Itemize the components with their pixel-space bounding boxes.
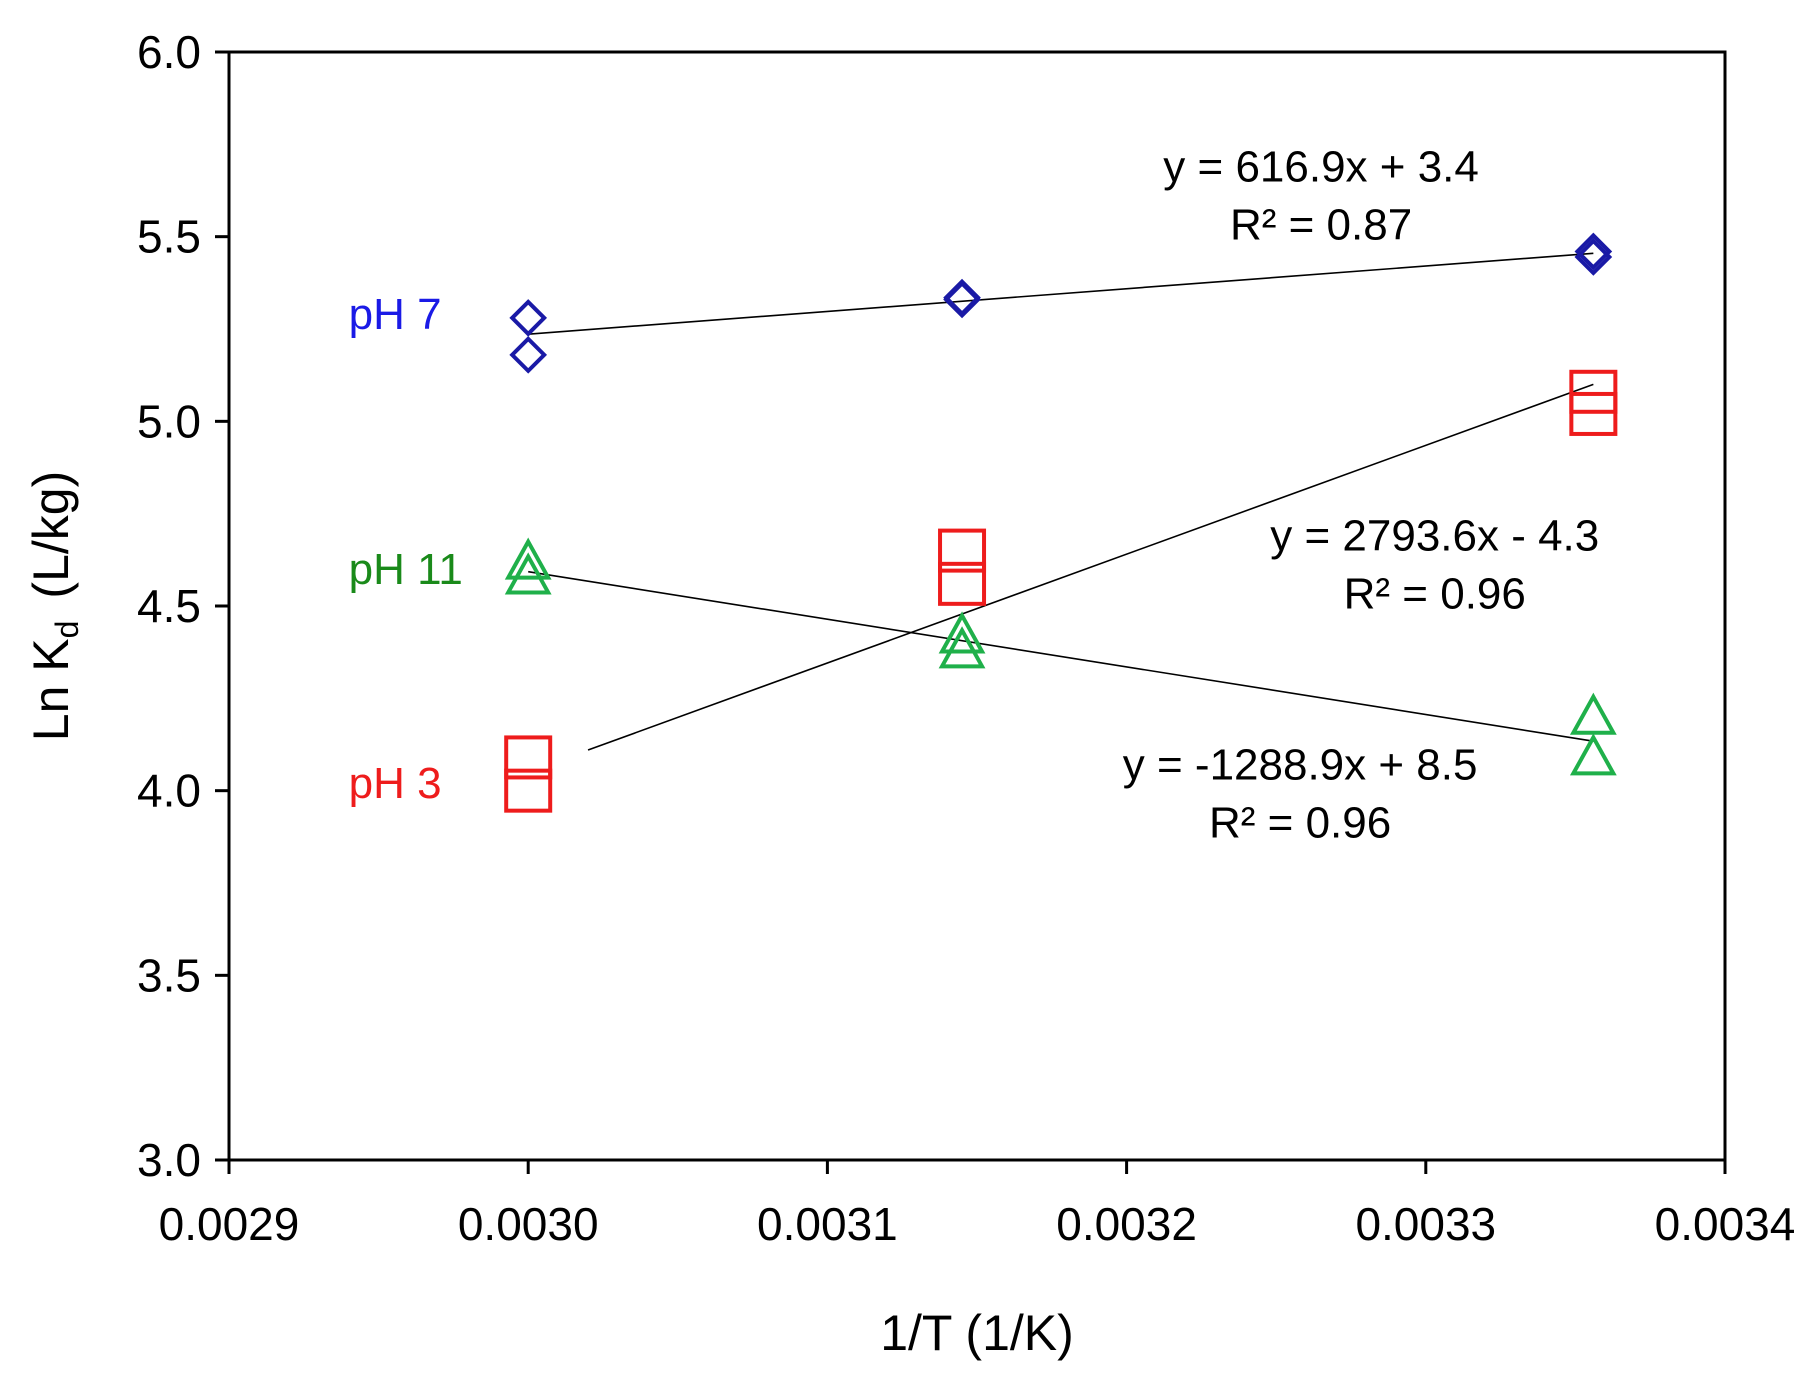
x-tick-label: 0.0029 bbox=[159, 1198, 300, 1250]
equation-ph-3: y = 2793.6x - 4.3 bbox=[1270, 512, 1599, 561]
x-tick-label: 0.0034 bbox=[1655, 1198, 1796, 1250]
trendlines bbox=[528, 252, 1594, 751]
y-tick-label: 5.0 bbox=[137, 395, 201, 447]
data-point-ph-11 bbox=[938, 611, 986, 654]
y-axis: 3.0 3.5 4.0 4.5 5.0 5.5 6.0 bbox=[137, 26, 229, 1186]
x-tick-label: 0.0033 bbox=[1355, 1198, 1496, 1250]
series-label-ph-3: pH 3 bbox=[349, 759, 442, 808]
trendline-ph-11 bbox=[528, 570, 1594, 742]
y-tick-label: 4.5 bbox=[137, 580, 201, 632]
data-point-ph-7 bbox=[509, 299, 548, 337]
data-point-ph-3 bbox=[938, 528, 987, 573]
data-point-ph-11 bbox=[504, 537, 552, 580]
data-point-ph-7 bbox=[1574, 238, 1613, 276]
series-label-ph-7: pH 7 bbox=[349, 290, 442, 339]
x-tick-label: 0.0032 bbox=[1056, 1198, 1197, 1250]
data-markers bbox=[504, 232, 1618, 813]
data-point-ph-3 bbox=[1569, 369, 1618, 414]
trendline-ph-3 bbox=[587, 383, 1594, 751]
x-axis: 0.0029 0.0030 0.0031 0.0032 0.0033 0.0034 bbox=[159, 1160, 1796, 1250]
equation-ph-7: y = 616.9x + 3.4 bbox=[1163, 142, 1479, 191]
data-point-ph-3 bbox=[938, 561, 987, 606]
data-point-ph-7 bbox=[943, 280, 981, 319]
r-squared-ph-7: R² = 0.87 bbox=[1230, 200, 1412, 249]
y-tick-label: 4.0 bbox=[137, 765, 201, 817]
r-squared-ph-3: R² = 0.96 bbox=[1344, 570, 1526, 619]
equation-ph-11: y = -1288.9x + 8.5 bbox=[1123, 741, 1478, 790]
data-point-ph-7 bbox=[509, 336, 548, 374]
data-point-ph-11 bbox=[1569, 692, 1617, 735]
y-axis-title-subscript: d bbox=[49, 621, 85, 639]
y-tick-label: 5.5 bbox=[137, 211, 201, 263]
data-point-ph-11 bbox=[1569, 733, 1617, 776]
data-point-ph-7 bbox=[943, 278, 981, 317]
data-point-ph-3 bbox=[504, 768, 553, 813]
y-tick-label: 3.0 bbox=[137, 1134, 201, 1186]
y-axis-title-units: (L/kg) bbox=[23, 471, 79, 599]
data-point-ph-3 bbox=[1569, 391, 1618, 436]
r-squared-ph-11: R² = 0.96 bbox=[1209, 799, 1391, 848]
series-label-ph-11: pH 11 bbox=[349, 545, 463, 594]
svg-text:Ln Kd(L/kg): Ln Kd (L/kg) bbox=[23, 471, 85, 741]
data-point-ph-7 bbox=[1574, 232, 1613, 271]
x-tick-label: 0.0030 bbox=[458, 1198, 599, 1250]
x-axis-title: 1/T (1/K) bbox=[880, 1305, 1074, 1361]
annotations: pH 7 y = 616.9x + 3.4 R² = 0.87 pH 11 y = -1… bbox=[349, 142, 1600, 847]
data-point-ph-11 bbox=[938, 626, 986, 669]
trendline-ph-7 bbox=[528, 252, 1594, 335]
x-tick-label: 0.0031 bbox=[757, 1198, 898, 1250]
y-axis-title: Ln Kd (L/kg) bbox=[23, 471, 85, 741]
y-tick-label: 6.0 bbox=[137, 26, 201, 78]
y-tick-label: 3.5 bbox=[137, 949, 201, 1001]
data-point-ph-11 bbox=[504, 552, 552, 595]
data-point-ph-3 bbox=[504, 735, 553, 780]
y-axis-title-main: Ln K bbox=[23, 638, 79, 741]
